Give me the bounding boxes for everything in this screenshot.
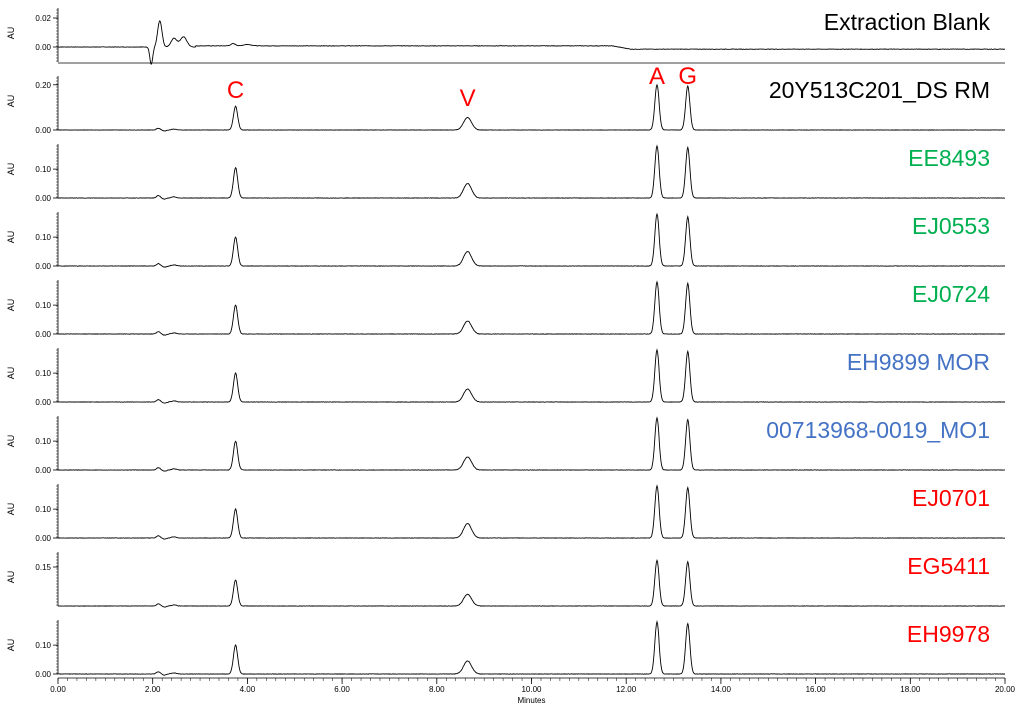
- y-axis-label: AU: [6, 571, 16, 584]
- y-axis-label: AU: [6, 435, 16, 448]
- y-tick-label: 0.00: [35, 262, 51, 271]
- y-axis-label: AU: [6, 231, 16, 244]
- trace-line: [57, 83, 1006, 132]
- trace-line: [57, 484, 1006, 540]
- panel-1: 0.20 0.00 AU 20Y513C201_DS RM: [6, 76, 1006, 135]
- y-tick-label: 0.00: [35, 534, 51, 543]
- peak-label-A: A: [649, 63, 665, 90]
- y-tick-label: 0.10: [35, 233, 51, 242]
- x-axis-label: Minutes: [517, 696, 545, 705]
- x-tick-label: 18.00: [900, 685, 921, 694]
- panel-3: 0.10 0.00 AU EJ0553: [6, 212, 1006, 271]
- y-tick-label: 0.00: [35, 330, 51, 339]
- panel-4: 0.10 0.00 AU EJ0724: [6, 280, 1006, 339]
- trace-line: [57, 212, 1006, 268]
- trace-line: [57, 280, 1006, 336]
- panel-label: 00713968-0019_MO1: [766, 417, 990, 443]
- y-tick-label: 0.00: [35, 194, 51, 203]
- panel-5: 0.10 0.00 AU EH9899 MOR: [6, 348, 1006, 407]
- x-tick-label: 20.00: [995, 685, 1016, 694]
- panel-0: 0.02 0.00 AU Extraction Blank: [6, 8, 1006, 65]
- y-tick-label: 0.10: [35, 505, 51, 514]
- x-tick-label: 8.00: [429, 685, 445, 694]
- trace-line: [57, 416, 1006, 472]
- y-tick-label: 0.10: [35, 369, 51, 378]
- panel-label: Extraction Blank: [824, 9, 991, 35]
- x-tick-label: 4.00: [240, 685, 256, 694]
- panel-8: 0.15 AU EG5411: [6, 552, 1006, 608]
- x-tick-label: 14.00: [711, 685, 732, 694]
- y-axis-label: AU: [6, 367, 16, 380]
- x-tick-label: 16.00: [806, 685, 827, 694]
- panel-label: 20Y513C201_DS RM: [769, 77, 990, 103]
- y-axis-label: AU: [6, 163, 16, 176]
- panel-label: EH9899 MOR: [847, 349, 990, 375]
- x-tick-label: 12.00: [616, 685, 637, 694]
- panel-label: EJ0701: [912, 485, 990, 511]
- y-tick-label: 0.10: [35, 437, 51, 446]
- panel-label: EJ0553: [912, 213, 990, 239]
- x-tick-label: 6.00: [334, 685, 350, 694]
- y-tick-label: 0.20: [35, 81, 51, 90]
- trace-line: [57, 559, 1006, 608]
- panel-2: 0.10 0.00 AU EE8493: [6, 144, 1006, 203]
- x-tick-label: 2.00: [145, 685, 161, 694]
- x-tick-label: 0.00: [50, 685, 66, 694]
- panel-7: 0.10 0.00 AU EJ0701: [6, 484, 1006, 543]
- panel-label: EG5411: [907, 553, 990, 579]
- y-axis-label: AU: [6, 299, 16, 312]
- y-tick-label: 0.00: [35, 670, 51, 679]
- y-axis-label: AU: [6, 639, 16, 652]
- panel-label: EJ0724: [912, 281, 990, 307]
- y-tick-label: 0.00: [35, 398, 51, 407]
- peak-label-C: C: [227, 77, 244, 104]
- panel-label: EH9978: [907, 621, 990, 647]
- y-tick-label: 0.10: [35, 165, 51, 174]
- y-tick-label: 0.15: [35, 563, 51, 572]
- y-tick-label: 0.10: [35, 301, 51, 310]
- y-tick-label: 0.00: [35, 466, 51, 475]
- y-tick-label: 0.02: [35, 14, 51, 23]
- y-axis-label: AU: [6, 503, 16, 516]
- y-axis-label: AU: [6, 27, 16, 40]
- y-tick-label: 0.00: [35, 43, 51, 52]
- y-tick-label: 0.00: [35, 126, 51, 135]
- trace-line: [58, 620, 1005, 676]
- y-axis-label: AU: [6, 95, 16, 108]
- peak-label-V: V: [460, 85, 476, 112]
- trace-line: [58, 348, 1006, 404]
- panel-6: 0.10 0.00 AU 00713968-0019_MO1: [6, 416, 1006, 475]
- peak-label-G: G: [678, 63, 697, 90]
- panel-9: 0.10 0.00 AU EH9978: [6, 620, 1005, 679]
- trace-line: [58, 20, 1006, 65]
- y-tick-label: 0.10: [35, 641, 51, 650]
- panel-label: EE8493: [908, 145, 990, 171]
- x-tick-label: 10.00: [521, 685, 542, 694]
- trace-line: [57, 144, 1006, 200]
